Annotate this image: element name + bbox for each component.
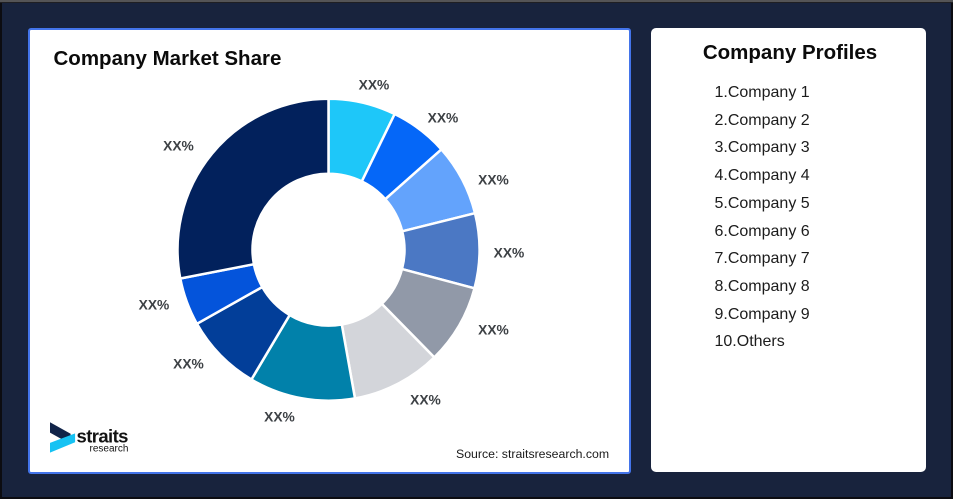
svg-text:research: research [90, 444, 129, 455]
svg-text:straits: straits [77, 426, 129, 447]
